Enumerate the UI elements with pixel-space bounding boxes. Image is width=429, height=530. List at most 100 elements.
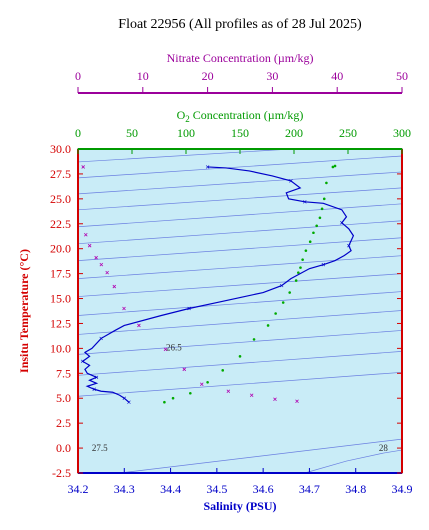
density-contour-line [77,351,403,376]
nitrate-point [105,270,109,275]
oxygen-point [318,216,322,220]
nitrate-point [163,347,168,352]
salinity-point [94,375,99,380]
salinity-tick-label: 34.5 [206,482,227,496]
oxygen-points [163,164,337,404]
nitrate-tick-label: 40 [331,69,343,83]
temperature-tick-label: 5.0 [56,391,71,405]
nitrate-point [199,382,204,387]
contour-label: 28 [379,443,389,453]
nitrate-point [137,323,141,328]
salinity-point [122,396,126,400]
oxygen-point [163,400,166,404]
density-contour-line [77,255,403,279]
nitrate-axis-label: Nitrate Concentration (µm/kg) [167,51,314,65]
density-contour-line [77,291,403,316]
nitrate-tick-label: 50 [396,69,408,83]
oxygen-point [322,197,326,201]
oxygen-tick-label: 100 [177,126,195,140]
salinity-point [279,283,284,288]
salinity-point [205,165,210,169]
temperature-axis: -2.5 0.0 2.5 5.0 7.5 10.0 12.5 15.0 17.5 20.0 22.5… [50,142,83,480]
temperature-tick-label: 17.5 [50,267,71,281]
temperature-tick-label: 20.0 [50,242,71,256]
oxygen-tick-label: 150 [231,126,249,140]
nitrate-axis: 0 10 20 30 40 50 [75,69,408,94]
oxygen-point [294,279,298,282]
temperature-tick-label: 12.5 [50,316,71,330]
oxygen-point [274,312,277,315]
nitrate-points [81,165,299,404]
oxygen-point [189,391,192,395]
density-contour-line [77,220,403,245]
nitrate-point [83,232,88,237]
oxygen-tick-label: 0 [75,126,81,140]
salinity-tick-label: 34.2 [68,482,89,496]
nitrate-point [112,284,117,289]
plot-area [78,149,402,473]
oxygen-point [304,249,308,252]
density-contour-line [77,237,403,262]
temperature-tick-label: 30.0 [50,142,71,156]
density-contour-line [77,148,291,163]
salinity-point [340,221,344,225]
oxygen-point [315,224,318,228]
nitrate-point [87,243,92,248]
nitrate-point [273,397,277,402]
oxygen-axis: 0 50 100 150 200 250 300 [75,126,411,154]
oxygen-point [333,164,337,168]
salinity-profile [80,165,355,404]
salinity-tick-label: 34.3 [114,482,135,496]
oxygen-point [221,369,225,372]
oxygen-label-subscript: 2 [185,114,190,124]
nitrate-tick-label: 20 [202,69,214,83]
density-contours: 26.5 27.5 28 [77,148,403,474]
salinity-point [187,306,191,311]
temperature-tick-label: 0.0 [56,441,71,455]
salinity-profile-line [81,166,355,403]
oxygen-axis-label: O2 Concentration (µm/kg) [177,108,304,124]
oxygen-tick-label: 300 [393,126,411,140]
oxygen-point [171,396,175,400]
oxygen-point [266,324,270,327]
salinity-point [80,359,85,364]
oxygen-point [297,271,300,274]
salinity-point [347,243,351,248]
nitrate-point [94,255,98,260]
density-contour-line [77,155,403,179]
temperature-tick-label: 25.0 [50,192,71,206]
density-contour-line [77,171,403,195]
salinity-point [289,179,293,183]
chart-title: Float 22956 (All profiles as of 28 Jul 2… [118,17,362,32]
salinity-point [127,400,131,404]
oxygen-point [320,207,324,211]
nitrate-point [81,165,85,169]
salinity-axis: 34.2 34.3 34.4 34.5 34.6 34.7 34.8 34.9 [68,468,413,496]
oxygen-point [308,240,312,244]
oxygen-point [325,181,328,185]
oxygen-point [206,380,209,384]
nitrate-point [226,389,231,394]
oxygen-point [312,231,315,235]
temperature-tick-label: 2.5 [56,416,71,430]
nitrate-point [295,399,299,404]
salinity-point [321,262,326,267]
oxygen-tick-label: 200 [285,126,303,140]
temperature-tick-label: 7.5 [56,366,71,380]
density-contour-line [77,273,403,297]
density-contour-line [304,449,403,474]
oxygen-tick-label: 50 [126,126,138,140]
nitrate-point [99,262,104,267]
contour-label: 27.5 [92,443,108,453]
temperature-axis-right [397,148,403,474]
density-contour-line [119,438,403,474]
density-contour-line [77,203,403,228]
oxygen-point [299,266,302,269]
oxygen-label-prefix: O [177,108,186,122]
nitrate-tick-label: 30 [266,69,278,83]
oxygen-point [238,355,242,358]
salinity-axis-label: Salinity (PSU) [203,499,276,513]
temperature-tick-label: -2.5 [52,466,71,480]
density-contour-line [77,310,403,335]
